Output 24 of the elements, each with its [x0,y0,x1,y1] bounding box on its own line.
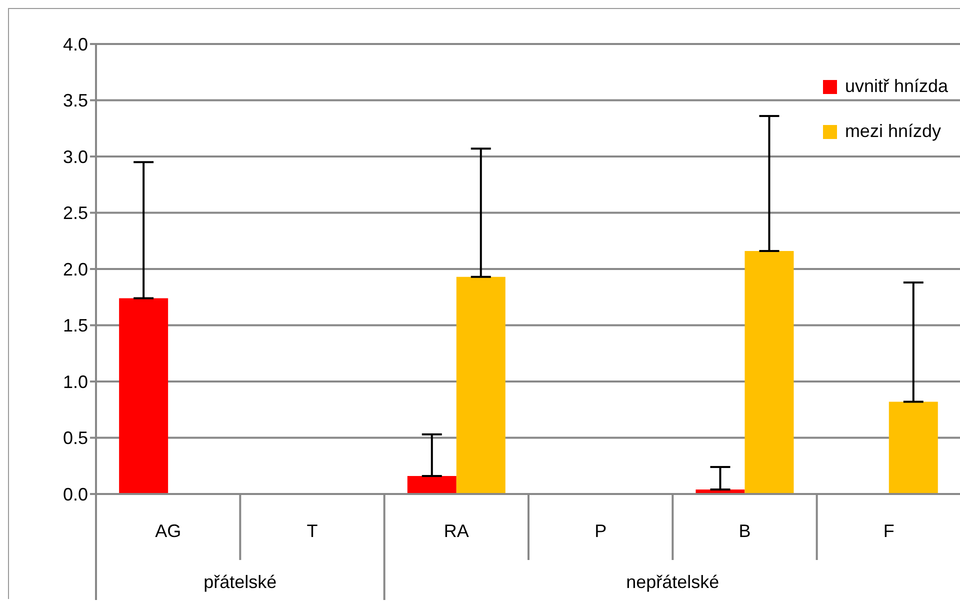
y-tick-label: 0.0 [62,484,88,504]
x-tick-label: P [594,520,607,541]
legend-label: mezi hnízdy [844,120,941,143]
y-tick-label: 2.5 [62,203,88,224]
y-tick-label: 3.0 [62,146,88,167]
bar [456,276,506,494]
legend-label: uvnitř hnízda [844,75,948,98]
y-tick-label: 3.5 [62,90,88,111]
bar [119,298,168,494]
x-tick-label: T [306,520,318,541]
x-tick-label: AG [155,520,182,541]
x-tick-label: F [883,520,894,541]
y-tick-label: 4.0 [62,34,88,54]
bar [407,476,456,494]
y-tick-label: 1.5 [62,316,88,336]
y-tick-label: 0.5 [62,428,88,448]
x-tick-label: RA [444,520,469,541]
text: nepřátelské [626,572,720,592]
bar [744,251,794,494]
text: přátelské [204,572,277,592]
y-tick-label: 1.0 [62,372,88,392]
y-tick-label: 2.0 [62,259,88,280]
bar [888,402,938,494]
x-tick-label: B [738,520,751,541]
